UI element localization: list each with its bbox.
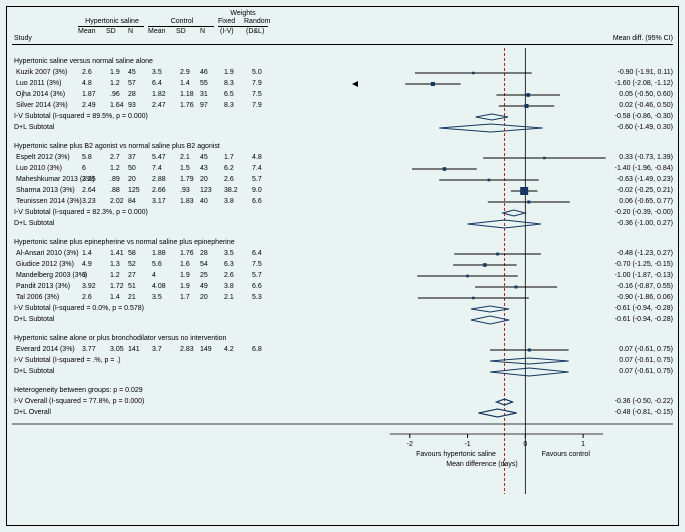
svg-text:-1: -1 bbox=[464, 441, 470, 448]
forest-plot-svg: -2 -1 0 1 Favours hypertonic saline Favours c… bbox=[0, 0, 685, 532]
svg-text:-2: -2 bbox=[407, 441, 413, 448]
svg-text:0: 0 bbox=[523, 441, 527, 448]
svg-text:Favours hypertonic saline: Favours hypertonic saline bbox=[416, 451, 496, 458]
svg-text:Mean difference (days): Mean difference (days) bbox=[446, 461, 517, 468]
svg-text:Favours control: Favours control bbox=[542, 451, 591, 458]
svg-text:1: 1 bbox=[581, 441, 585, 448]
